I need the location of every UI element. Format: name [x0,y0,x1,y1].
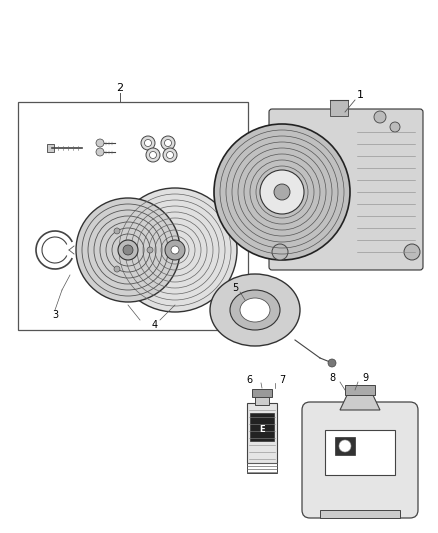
Circle shape [374,111,386,123]
FancyBboxPatch shape [247,403,277,463]
Circle shape [96,139,104,147]
Circle shape [165,140,172,147]
Text: E: E [259,424,265,433]
FancyBboxPatch shape [269,109,423,270]
Circle shape [274,184,290,200]
Circle shape [404,244,420,260]
Text: 6: 6 [246,375,252,385]
Circle shape [171,246,179,254]
Bar [335,437,355,455]
Bar [330,100,348,116]
Circle shape [149,151,156,158]
Bar [47,144,54,152]
Circle shape [161,136,175,150]
Circle shape [166,151,173,158]
Text: 7: 7 [279,375,285,385]
Circle shape [113,188,237,312]
Circle shape [260,170,304,214]
FancyBboxPatch shape [302,402,418,518]
Bar [250,413,274,441]
Circle shape [145,140,152,147]
Polygon shape [340,393,380,410]
Text: 2: 2 [117,83,124,93]
Circle shape [118,240,138,260]
Text: 4: 4 [152,320,158,330]
Bar [325,430,395,475]
Bar [345,385,375,395]
Circle shape [123,245,133,255]
Circle shape [339,440,351,452]
Circle shape [114,266,120,272]
Circle shape [146,148,160,162]
Circle shape [114,228,120,234]
Circle shape [147,247,153,253]
Bar [252,389,272,397]
Circle shape [214,124,350,260]
Circle shape [163,148,177,162]
Circle shape [328,359,336,367]
Ellipse shape [240,298,270,322]
Bar [255,395,269,405]
Circle shape [390,122,400,132]
Text: 8: 8 [329,373,335,383]
Ellipse shape [230,290,280,330]
Circle shape [165,240,185,260]
Bar [18,102,248,330]
Ellipse shape [210,274,300,346]
Bar [247,463,277,473]
Circle shape [76,198,180,302]
Text: 1: 1 [357,90,364,100]
Bar [320,510,400,518]
Text: 9: 9 [362,373,368,383]
Circle shape [141,136,155,150]
Text: 3: 3 [52,310,58,320]
Circle shape [272,244,288,260]
Text: 5: 5 [232,283,238,293]
Circle shape [96,148,104,156]
